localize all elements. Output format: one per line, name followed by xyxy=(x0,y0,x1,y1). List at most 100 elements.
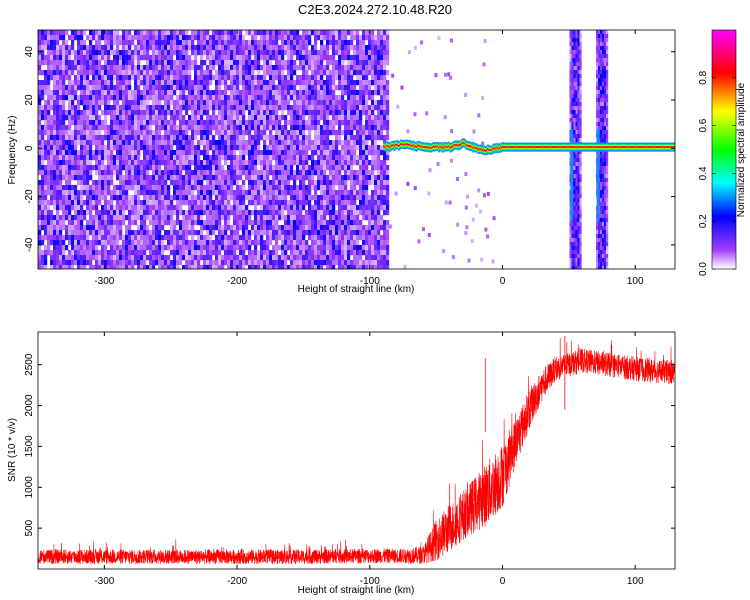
spectrogram-cell xyxy=(326,115,330,121)
spectrogram-cell xyxy=(371,240,375,246)
spectrogram-cell xyxy=(284,145,288,151)
spectrogram-cell xyxy=(41,140,45,146)
spectrogram-cell xyxy=(113,60,117,66)
spectrogram-cell xyxy=(71,260,75,266)
spectrogram-cell xyxy=(293,30,297,36)
spectrogram-cell xyxy=(98,190,102,196)
spectrogram-cell xyxy=(62,70,66,76)
spectrogram-cell xyxy=(158,220,162,226)
spectrogram-cell xyxy=(260,160,264,166)
spectrogram-cell xyxy=(116,90,120,96)
spectrogram-cell xyxy=(113,195,117,201)
spectrogram-cell xyxy=(38,240,42,246)
spectrogram-cell xyxy=(314,240,318,246)
spectrogram-cell xyxy=(182,130,186,136)
spectrogram-cell xyxy=(365,80,369,86)
spectrogram-cell xyxy=(119,70,123,76)
spectrogram-cell xyxy=(146,160,150,166)
spectrogram-cell xyxy=(260,85,264,91)
spectrogram-cell xyxy=(71,140,75,146)
spectrogram-cell xyxy=(62,140,66,146)
spectrogram-cell xyxy=(59,250,63,256)
spectrogram-cell xyxy=(302,195,306,201)
spectrogram-cell xyxy=(152,150,156,156)
spectrogram-cell xyxy=(218,60,222,66)
spectrogram-cell xyxy=(284,150,288,156)
spectrogram-cell xyxy=(188,230,192,236)
spectrogram-cell xyxy=(170,155,174,161)
spectrogram-cell xyxy=(281,180,285,186)
spectrogram-cell xyxy=(116,40,120,46)
spectrogram-cell xyxy=(332,195,336,201)
spectrogram-cell xyxy=(314,150,318,156)
spectrogram-cell xyxy=(47,225,51,231)
spectrogram-cell xyxy=(167,55,171,61)
spectrogram-cell xyxy=(227,105,231,111)
spectrogram-cell xyxy=(311,260,315,266)
spectrogram-cell xyxy=(65,95,69,101)
spectrogram-cell xyxy=(92,150,96,156)
spectrogram-cell xyxy=(122,140,126,146)
spectrogram-cell xyxy=(59,235,63,241)
spectrogram-cell xyxy=(83,155,87,161)
spectrogram-cell xyxy=(185,95,189,101)
spectrogram-cell xyxy=(230,265,234,269)
spectrogram-cell xyxy=(278,140,282,146)
spectrogram-cell xyxy=(68,130,72,136)
spectrogram-cell xyxy=(224,240,228,246)
spectrogram-cell xyxy=(62,200,66,206)
spectrogram-cell xyxy=(233,265,237,269)
spectrogram-cell xyxy=(248,135,252,141)
spectrogram-cell xyxy=(122,95,126,101)
spectrogram-cell xyxy=(371,190,375,196)
spectrogram-cell xyxy=(107,80,111,86)
spectrogram-cell xyxy=(260,185,264,191)
spectrogram-cell xyxy=(128,30,132,36)
spectrogram-cell xyxy=(266,30,270,36)
spectrogram-cell xyxy=(350,210,354,216)
spectrogram-cell xyxy=(209,145,213,151)
spectrogram-cell xyxy=(251,100,255,106)
spectrogram-cell xyxy=(50,30,54,36)
spectrogram-cell xyxy=(350,55,354,61)
spectrogram-cell xyxy=(146,145,150,151)
spectrogram-cell xyxy=(218,155,222,161)
spectrogram-cell xyxy=(371,195,375,201)
spectrogram-cell xyxy=(116,235,120,241)
spectrogram-cell xyxy=(236,255,240,261)
spectrogram-cell xyxy=(248,170,252,176)
spectrogram-cell xyxy=(128,90,132,96)
spectrogram-cell xyxy=(206,235,210,241)
spectrogram-cell xyxy=(92,30,96,36)
spectrogram-cell xyxy=(110,180,114,186)
spectrogram-cell xyxy=(128,255,132,261)
spectrogram-cell xyxy=(317,205,321,211)
spectrogram-cell xyxy=(62,35,66,41)
spectrogram-cell xyxy=(332,200,336,206)
spectrogram-cell xyxy=(38,265,42,269)
spectrogram-cell xyxy=(257,225,261,231)
spectrogram-cell xyxy=(326,250,330,256)
spectrogram-cell xyxy=(266,255,270,261)
spectrogram-cell xyxy=(59,65,63,71)
spectrogram-cell xyxy=(368,130,372,136)
spectrogram-cell xyxy=(353,125,357,131)
spectrogram-cell xyxy=(92,230,96,236)
spectrogram-cell xyxy=(104,175,108,181)
spectrogram-cell xyxy=(215,240,219,246)
spectrogram-cell xyxy=(299,130,303,136)
spectrogram-cell xyxy=(182,80,186,86)
spectrogram-cell xyxy=(173,260,177,266)
spectrogram-cell xyxy=(284,120,288,126)
spectrogram-cell xyxy=(116,50,120,56)
spectrogram-cell xyxy=(89,220,93,226)
spectrogram-cell xyxy=(299,230,303,236)
spectrogram-cell xyxy=(53,85,57,91)
spectrogram-cell xyxy=(359,160,363,166)
spectrogram-cell xyxy=(224,185,228,191)
spectrogram-cell xyxy=(239,205,243,211)
spectrogram-cell xyxy=(326,80,330,86)
spectrogram-cell xyxy=(119,185,123,191)
spectrogram-cell xyxy=(173,130,177,136)
spectrogram-cell xyxy=(158,50,162,56)
